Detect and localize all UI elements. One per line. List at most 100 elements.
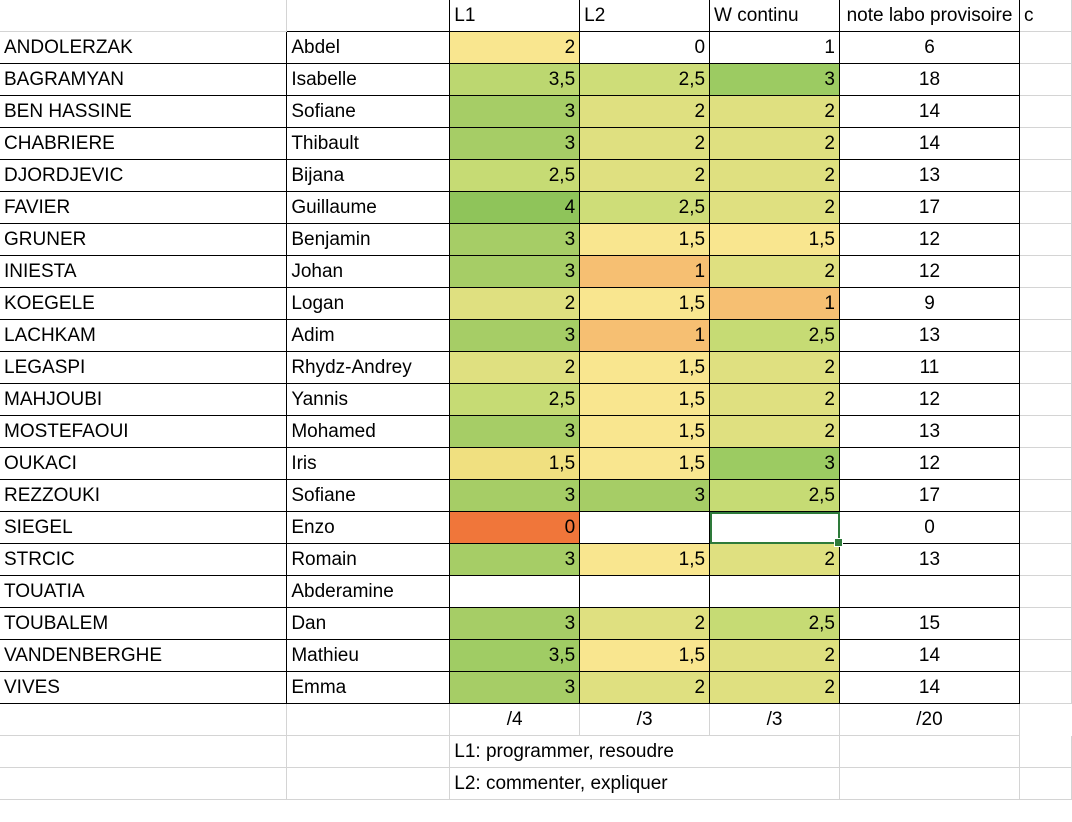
last-name-cell[interactable]: CHABRIERE — [0, 127, 288, 160]
last-name-cell[interactable]: SIEGEL — [0, 511, 288, 544]
last-name-cell[interactable]: REZZOUKI — [0, 479, 288, 512]
legend-note-cell[interactable]: L2: commenter, expliquer — [449, 767, 840, 800]
first-name-cell[interactable]: Emma — [286, 671, 451, 704]
note-labo-cell[interactable]: 13 — [839, 319, 1020, 352]
l2-cell[interactable]: 1,5 — [579, 223, 711, 256]
w-continu-cell[interactable]: 2 — [709, 159, 840, 192]
first-name-cell[interactable]: Iris — [286, 447, 451, 480]
l2-cell[interactable]: 0 — [579, 31, 711, 64]
l1-cell[interactable]: 2 — [449, 31, 581, 64]
l2-cell[interactable]: 2,5 — [579, 191, 711, 224]
l1-cell[interactable]: 3 — [449, 223, 581, 256]
extra-cell[interactable] — [1019, 127, 1072, 160]
total-note[interactable]: /20 — [839, 703, 1020, 736]
header-w-continu[interactable]: W continu — [709, 0, 840, 32]
note-labo-cell[interactable]: 13 — [839, 415, 1020, 448]
l2-cell[interactable]: 2,5 — [579, 63, 711, 96]
l2-cell[interactable]: 2 — [579, 159, 711, 192]
note-labo-cell[interactable]: 14 — [839, 671, 1020, 704]
last-name-cell[interactable]: TOUBALEM — [0, 607, 288, 640]
note-labo-cell[interactable]: 14 — [839, 639, 1020, 672]
note-blank-d[interactable] — [1019, 735, 1072, 768]
header-blank-a[interactable] — [0, 0, 288, 32]
note-blank-c[interactable] — [839, 735, 1020, 768]
l1-cell[interactable]: 4 — [449, 191, 581, 224]
extra-cell[interactable] — [1019, 31, 1072, 64]
extra-cell[interactable] — [1019, 447, 1072, 480]
total-w-continu[interactable]: /3 — [709, 703, 840, 736]
w-continu-cell[interactable] — [709, 575, 840, 608]
last-name-cell[interactable]: STRCIC — [0, 543, 288, 576]
note-labo-cell[interactable]: 12 — [839, 383, 1020, 416]
l2-cell[interactable]: 1,5 — [579, 415, 711, 448]
last-name-cell[interactable]: BEN HASSINE — [0, 95, 288, 128]
extra-cell[interactable] — [1019, 383, 1072, 416]
l2-cell[interactable]: 1,5 — [579, 383, 711, 416]
totals-blank-b[interactable] — [286, 703, 451, 736]
first-name-cell[interactable]: Enzo — [286, 511, 451, 544]
first-name-cell[interactable]: Adim — [286, 319, 451, 352]
last-name-cell[interactable]: DJORDJEVIC — [0, 159, 288, 192]
note-labo-cell[interactable]: 14 — [839, 127, 1020, 160]
note-labo-cell[interactable]: 12 — [839, 223, 1020, 256]
l2-cell[interactable]: 1,5 — [579, 447, 711, 480]
extra-cell[interactable] — [1019, 95, 1072, 128]
l2-cell[interactable]: 2 — [579, 671, 711, 704]
l1-cell[interactable]: 3,5 — [449, 639, 581, 672]
w-continu-cell[interactable] — [709, 511, 843, 547]
first-name-cell[interactable]: Sofiane — [286, 95, 451, 128]
l2-cell[interactable]: 1,5 — [579, 287, 711, 320]
w-continu-cell[interactable]: 2 — [709, 639, 840, 672]
note-blank-d[interactable] — [1019, 767, 1072, 800]
extra-cell[interactable] — [1019, 191, 1072, 224]
l1-cell[interactable]: 1,5 — [449, 447, 581, 480]
last-name-cell[interactable]: VIVES — [0, 671, 288, 704]
note-labo-cell[interactable]: 12 — [839, 447, 1020, 480]
last-name-cell[interactable]: MOSTEFAOUI — [0, 415, 288, 448]
l1-cell[interactable]: 3 — [449, 543, 581, 576]
header-blank-b[interactable] — [286, 0, 451, 32]
extra-cell[interactable] — [1019, 639, 1072, 672]
first-name-cell[interactable]: Abderamine — [286, 575, 451, 608]
first-name-cell[interactable]: Thibault — [286, 127, 451, 160]
l1-cell[interactable]: 3 — [449, 607, 581, 640]
extra-cell[interactable] — [1019, 511, 1072, 544]
last-name-cell[interactable]: GRUNER — [0, 223, 288, 256]
note-labo-cell[interactable]: 11 — [839, 351, 1020, 384]
note-labo-cell[interactable] — [839, 575, 1020, 608]
note-labo-cell[interactable]: 12 — [839, 255, 1020, 288]
w-continu-cell[interactable]: 2,5 — [709, 607, 840, 640]
last-name-cell[interactable]: INIESTA — [0, 255, 288, 288]
note-labo-cell[interactable]: 17 — [839, 479, 1020, 512]
l2-cell[interactable] — [579, 575, 711, 608]
note-labo-cell[interactable]: 0 — [839, 511, 1020, 544]
totals-blank-a[interactable] — [0, 703, 288, 736]
w-continu-cell[interactable]: 2 — [709, 127, 840, 160]
w-continu-cell[interactable]: 2 — [709, 191, 840, 224]
last-name-cell[interactable]: LACHKAM — [0, 319, 288, 352]
w-continu-cell[interactable]: 3 — [709, 447, 840, 480]
l2-cell[interactable]: 3 — [579, 479, 711, 512]
l1-cell[interactable]: 3 — [449, 127, 581, 160]
last-name-cell[interactable]: BAGRAMYAN — [0, 63, 288, 96]
total-l1[interactable]: /4 — [449, 703, 581, 736]
legend-note-cell[interactable]: L1: programmer, resoudre — [449, 735, 840, 768]
l2-cell[interactable]: 1 — [579, 319, 711, 352]
first-name-cell[interactable]: Dan — [286, 607, 451, 640]
extra-cell[interactable] — [1019, 159, 1072, 192]
first-name-cell[interactable]: Benjamin — [286, 223, 451, 256]
extra-cell[interactable] — [1019, 255, 1072, 288]
fill-handle[interactable] — [834, 538, 843, 547]
l2-cell[interactable]: 2 — [579, 607, 711, 640]
l1-cell[interactable]: 3 — [449, 95, 581, 128]
first-name-cell[interactable]: Logan — [286, 287, 451, 320]
l2-cell[interactable]: 1 — [579, 255, 711, 288]
l1-cell[interactable]: 3 — [449, 255, 581, 288]
l1-cell[interactable]: 0 — [449, 511, 581, 544]
note-blank-a[interactable] — [0, 735, 288, 768]
l1-cell[interactable]: 3 — [449, 415, 581, 448]
last-name-cell[interactable]: ANDOLERZAK — [0, 31, 288, 64]
w-continu-cell[interactable]: 2 — [709, 255, 840, 288]
l2-cell[interactable] — [579, 511, 711, 544]
l1-cell[interactable]: 3 — [449, 479, 581, 512]
